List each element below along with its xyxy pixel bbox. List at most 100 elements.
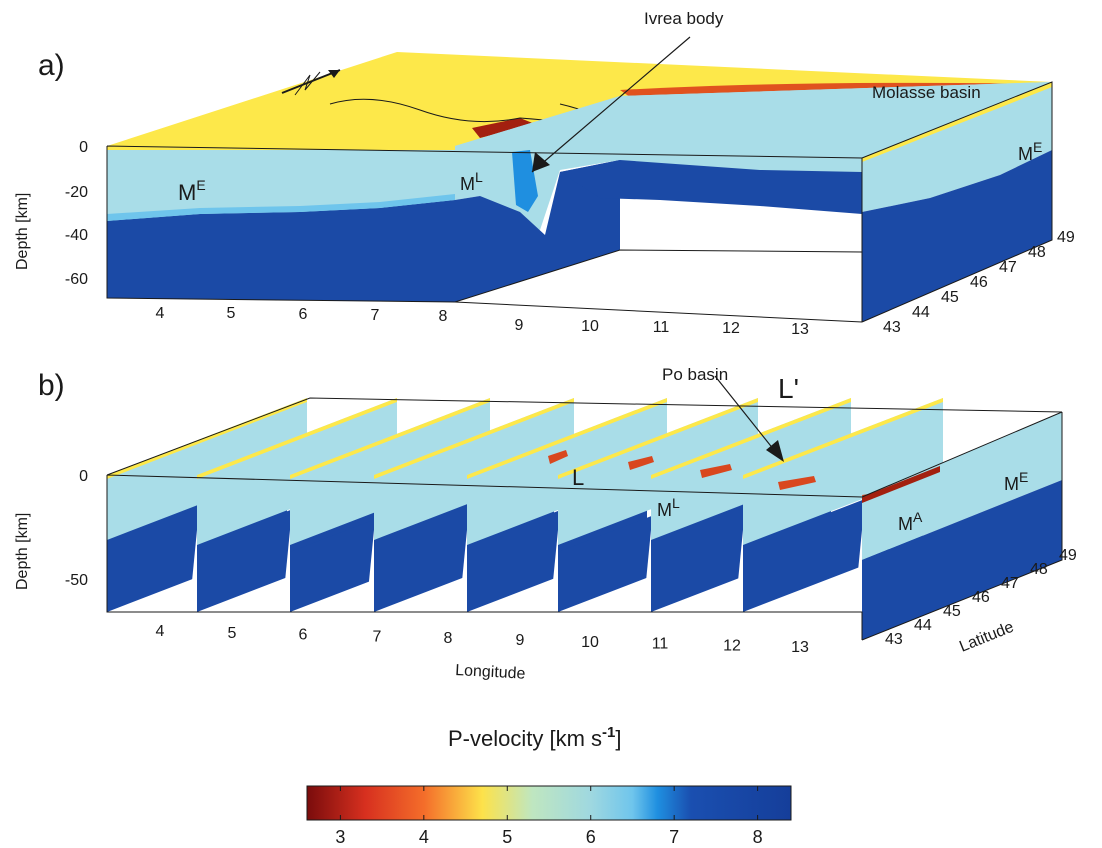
panel-a-lat-tick: 47 [999, 259, 1017, 276]
panel-b-lat-label: Latitude [957, 619, 1016, 656]
panel-b-slice-plane [558, 398, 758, 545]
colorbar-title: P-velocity [km s-1] [448, 724, 622, 751]
panel-b-po-arrowhead [766, 440, 784, 462]
panel-b-slice-gap [643, 530, 651, 612]
panel-a-ivrea-arrowhead [532, 152, 550, 172]
panel-b-slice-gap [550, 530, 558, 612]
panel-b-slice-gap [735, 530, 743, 612]
panel-b-lon-tick: 12 [723, 637, 741, 654]
panel-b-lon-tick: 10 [581, 634, 599, 651]
colorbar-tick-label: 7 [669, 827, 679, 847]
panel-b-lat-tick: 43 [885, 631, 903, 648]
panel-a-lat-tick: 43 [883, 319, 901, 336]
panel-a-lat-tick: 44 [912, 304, 930, 321]
panel-b-line-l-prime: L' [778, 373, 799, 404]
panel-a-lat-tick: 46 [970, 274, 988, 291]
panel-b-basin-patch [778, 476, 816, 490]
panel-b-side-crust [862, 412, 1062, 560]
panel-b-lon-tick: 11 [652, 636, 669, 653]
panel-a-lon-tick: 5 [227, 305, 236, 322]
colorbar-tick-label: 4 [419, 827, 429, 847]
panel-b-side-mantle [862, 480, 1062, 640]
panel-b-lon-tick: 8 [444, 630, 453, 647]
panel-b-depth-tick: 0 [79, 468, 88, 485]
panel-b-box-edges [106, 397, 1063, 641]
panel-a-molasse-label: Molasse basin [872, 83, 981, 102]
panel-b-label: b) [38, 369, 65, 402]
panel-a-side-crust [862, 82, 1052, 212]
panel-a-ivrea-pointer [531, 36, 691, 173]
panel-a-label: a) [38, 49, 65, 82]
panel-a-lon-ticks: 4 5 6 7 8 9 10 11 12 13 [156, 305, 809, 338]
panel-a-ivrea-label: Ivrea body [644, 9, 724, 28]
panel-b-slice-surface [197, 398, 397, 479]
panel-a-region-right: ME [1018, 139, 1042, 164]
colorbar-tick-label: 6 [586, 827, 596, 847]
panel-a-lon-tick: 13 [791, 321, 809, 338]
panel-a-lat-ticks: 43 44 45 46 47 48 49 [883, 229, 1075, 336]
panel-b-lat-tick: 48 [1030, 561, 1048, 578]
panel-a-lon-tick: 10 [581, 318, 599, 335]
panel-a-step-mantle [455, 160, 620, 302]
panel-b-region-ma: MA [898, 509, 923, 534]
panel-b-slice-plane [651, 398, 851, 545]
panel-b-region-mid: ML [657, 495, 680, 520]
panel-b-basin-patch [548, 450, 568, 464]
panel-b-lat-tick: 44 [914, 617, 932, 634]
panel-b-lat-tick: 45 [943, 603, 961, 620]
panel-a-side-mantle [862, 150, 1052, 322]
panel-b-lon-label: Longitude [455, 662, 526, 683]
panel-a-region-mid: ML [460, 169, 483, 194]
panel-a-depth-label: Depth [km] [14, 193, 31, 270]
panel-b-region-me: ME [1004, 469, 1028, 494]
panel-b-depth-tick: -50 [65, 572, 88, 589]
panel-b [107, 398, 1062, 640]
panel-a [106, 36, 1053, 323]
panel-b-slice-gap [189, 530, 197, 612]
panel-a-lon-tick: 4 [156, 305, 165, 322]
colorbar-ticks: 3 4 5 6 7 8 [335, 786, 763, 847]
panel-b-depth-label: Depth [km] [14, 513, 31, 590]
panel-b-side-surface [862, 466, 940, 503]
panel-a-depth-ticks: 0 -20 -40 -60 [65, 139, 88, 288]
panel-a-ivrea-body [512, 150, 538, 212]
panel-a-lon-tick: 11 [653, 319, 670, 336]
colorbar-tick-label: 3 [335, 827, 345, 847]
colorbar [306, 785, 792, 821]
panel-b-slice-gap [854, 530, 862, 612]
panel-b-line-l: L [572, 465, 584, 490]
panel-a-lon-tick: 12 [722, 320, 740, 337]
panel-b-lat-tick: 49 [1059, 547, 1077, 564]
panel-a-lat-tick: 45 [941, 289, 959, 306]
north-arrow-icon [281, 69, 341, 96]
panel-a-depth-tick: -40 [65, 227, 88, 244]
panel-b-lon-tick: 4 [156, 623, 165, 640]
panel-b-slice-surface [743, 398, 943, 479]
panel-b-slice-plane [374, 398, 574, 545]
panel-b-basin-patch [700, 464, 732, 478]
panel-b-slice-surface [467, 398, 667, 479]
panel-a-depth-tick: 0 [79, 139, 88, 156]
panel-a-lon-tick: 9 [515, 317, 524, 334]
panel-a-lon-tick: 8 [439, 308, 448, 325]
colorbar-tick-label: 5 [502, 827, 512, 847]
panel-a-depth-tick: -60 [65, 271, 88, 288]
panel-a-surface-strip [107, 146, 455, 150]
panel-b-lon-tick: 5 [228, 625, 237, 642]
panel-a-lat-tick: 48 [1028, 244, 1046, 261]
panel-b-slice-surface [651, 398, 851, 479]
panel-b-slice-plane [467, 398, 667, 545]
panel-b-lon-tick: 13 [791, 639, 809, 656]
panel-b-po-label: Po basin [662, 365, 728, 384]
panel-b-slice-plane [743, 398, 943, 545]
panel-a-right-back-mantle [560, 160, 862, 214]
panel-b-basin-patch [628, 456, 654, 470]
panel-a-basin-patch [472, 118, 535, 138]
panel-b-lon-tick: 6 [299, 627, 308, 644]
panel-b-slice-surface [558, 398, 758, 479]
panel-b-lat-ticks: 43 44 45 46 47 48 49 [885, 547, 1077, 648]
panel-a-box-edges [106, 81, 1053, 323]
panel-b-lon-tick: 7 [373, 628, 382, 645]
panel-a-front-transition [107, 194, 455, 221]
